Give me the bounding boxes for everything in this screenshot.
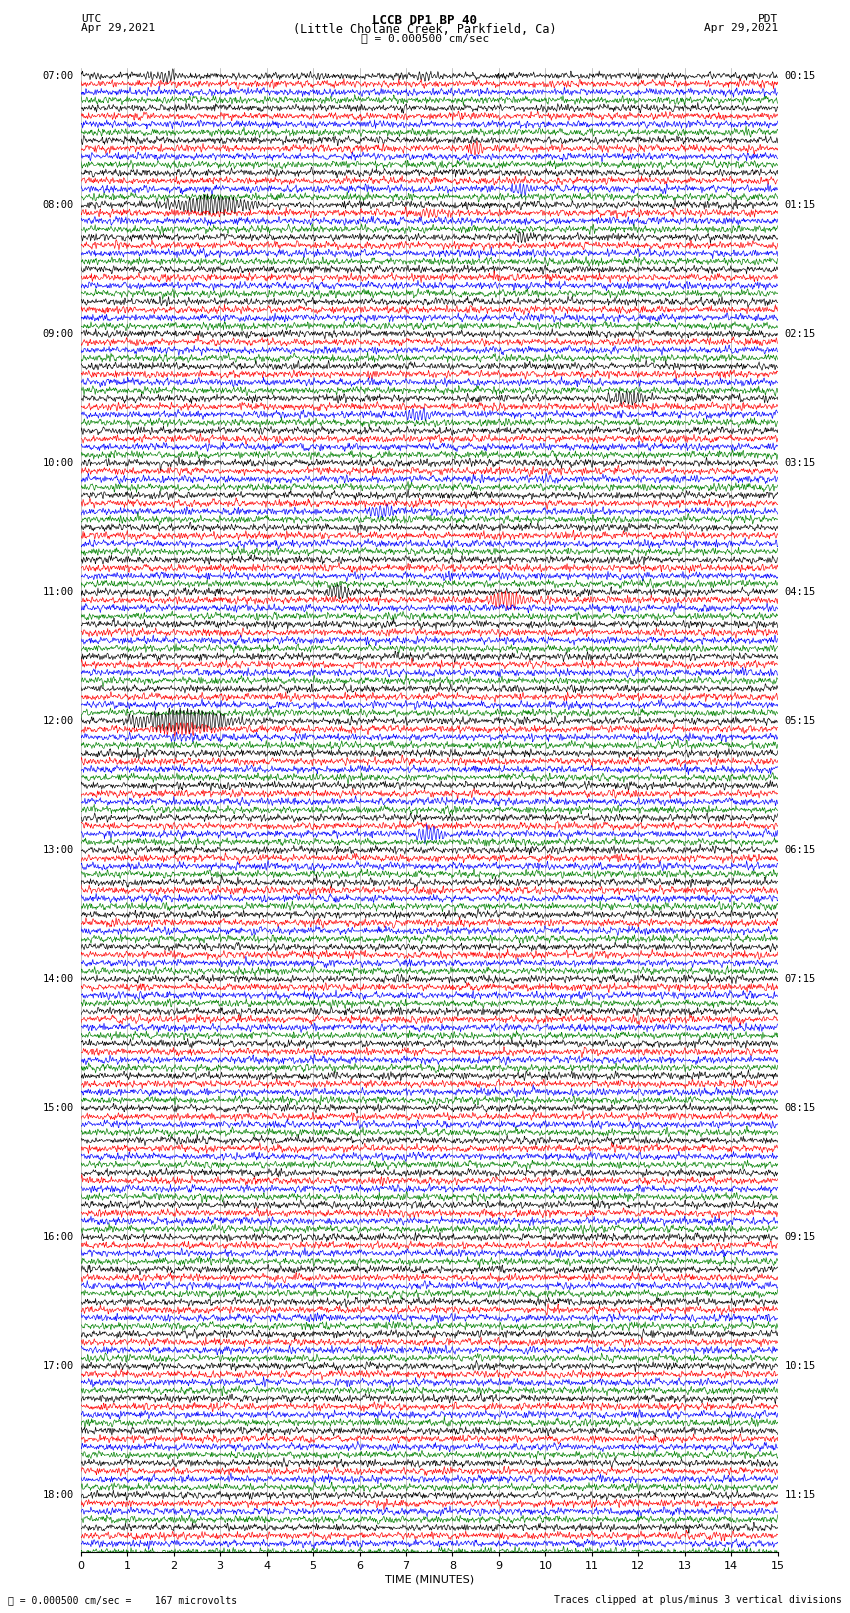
Text: LCCB DP1 BP 40: LCCB DP1 BP 40 (372, 13, 478, 27)
Text: 11:15: 11:15 (785, 1490, 816, 1500)
Text: 03:15: 03:15 (785, 458, 816, 468)
Text: 15:00: 15:00 (42, 1103, 74, 1113)
Text: 14:00: 14:00 (42, 974, 74, 984)
Text: 09:15: 09:15 (785, 1232, 816, 1242)
Text: 10:15: 10:15 (785, 1361, 816, 1371)
Text: 06:15: 06:15 (785, 845, 816, 855)
Text: 12:00: 12:00 (42, 716, 74, 726)
Text: 02:15: 02:15 (785, 329, 816, 339)
Text: Apr 29,2021: Apr 29,2021 (81, 24, 155, 34)
Text: Traces clipped at plus/minus 3 vertical divisions: Traces clipped at plus/minus 3 vertical … (553, 1595, 842, 1605)
Text: ⏐ = 0.000500 cm/sec: ⏐ = 0.000500 cm/sec (361, 32, 489, 44)
Text: 01:15: 01:15 (785, 200, 816, 210)
Text: 08:15: 08:15 (785, 1103, 816, 1113)
Text: 07:15: 07:15 (785, 974, 816, 984)
Text: 05:15: 05:15 (785, 716, 816, 726)
Text: ⏐ = 0.000500 cm/sec =    167 microvolts: ⏐ = 0.000500 cm/sec = 167 microvolts (8, 1595, 238, 1605)
Text: 09:00: 09:00 (42, 329, 74, 339)
Text: PDT: PDT (757, 13, 778, 24)
X-axis label: TIME (MINUTES): TIME (MINUTES) (385, 1574, 473, 1586)
Text: 07:00: 07:00 (42, 71, 74, 81)
Text: 16:00: 16:00 (42, 1232, 74, 1242)
Text: 13:00: 13:00 (42, 845, 74, 855)
Text: 00:15: 00:15 (785, 71, 816, 81)
Text: Apr 29,2021: Apr 29,2021 (704, 24, 778, 34)
Text: 18:00: 18:00 (42, 1490, 74, 1500)
Text: 08:00: 08:00 (42, 200, 74, 210)
Text: (Little Cholane Creek, Parkfield, Ca): (Little Cholane Creek, Parkfield, Ca) (293, 24, 557, 37)
Text: UTC: UTC (81, 13, 101, 24)
Text: 17:00: 17:00 (42, 1361, 74, 1371)
Text: 10:00: 10:00 (42, 458, 74, 468)
Text: 11:00: 11:00 (42, 587, 74, 597)
Text: 04:15: 04:15 (785, 587, 816, 597)
